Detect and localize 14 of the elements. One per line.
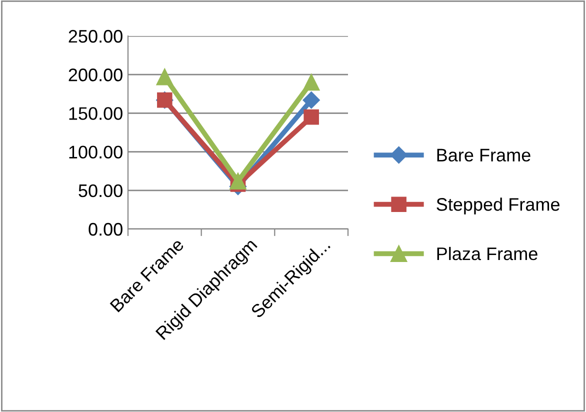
y-tick-label: 0.00 bbox=[88, 222, 122, 236]
y-tick-label: 200.00 bbox=[68, 68, 122, 82]
y-tick-label: 100.00 bbox=[69, 146, 122, 159]
legend-label: Bare Frame bbox=[437, 148, 530, 162]
point bbox=[304, 109, 319, 125]
point bbox=[302, 92, 320, 109]
y-tick-label: 50.00 bbox=[78, 184, 122, 198]
point bbox=[303, 74, 320, 91]
y-tick-label: 150.00 bbox=[69, 107, 122, 120]
point bbox=[156, 68, 173, 86]
legend-label: Plaza Frame bbox=[437, 246, 538, 260]
y-tick-label: 250.00 bbox=[68, 30, 122, 43]
legend-label: Stepped Frame bbox=[436, 198, 560, 214]
point bbox=[230, 172, 246, 190]
